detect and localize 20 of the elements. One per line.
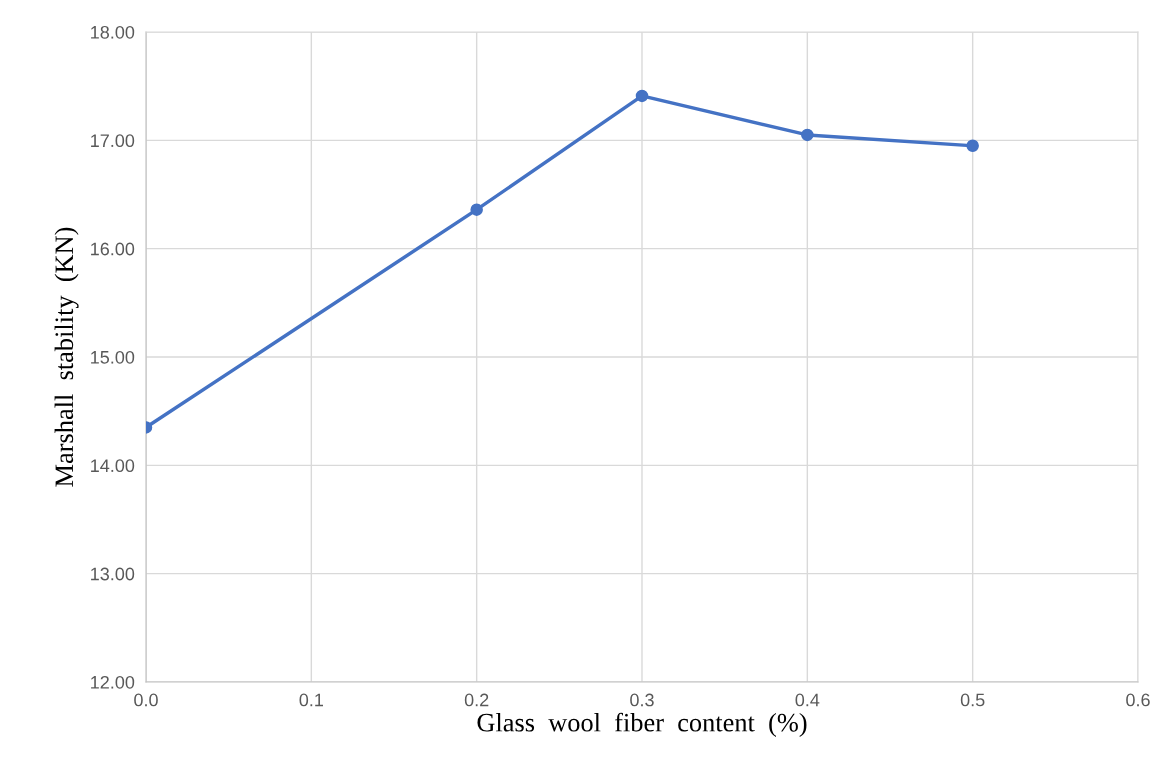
y-tick-label: 12.00 [91, 675, 135, 689]
x-tick-label: 0.3 [630, 693, 654, 707]
y-tick-label: 18.00 [91, 25, 135, 39]
y-tick-label: 16.00 [91, 242, 135, 256]
y-axis-title: Marshall stability (KN) [54, 227, 79, 487]
x-axis-title: Glass wool fiber content (%) [477, 712, 807, 737]
point [470, 203, 483, 216]
y-tick-label: 13.00 [91, 567, 135, 581]
x-tick-label: 0.2 [464, 693, 489, 707]
x-tick-label: 0.1 [299, 693, 323, 707]
point [966, 139, 979, 153]
x-tick-label: 0.5 [960, 693, 985, 707]
y-tick-label: 14.00 [91, 459, 135, 473]
y-tick-label: 17.00 [91, 134, 135, 148]
x-tick-label: 0.0 [134, 693, 158, 707]
y-tick-label: 15.00 [91, 350, 135, 364]
x-tick-label: 0.6 [1126, 693, 1150, 707]
point [635, 89, 649, 103]
x-tick-label: 0.4 [795, 693, 820, 707]
point [801, 128, 814, 142]
